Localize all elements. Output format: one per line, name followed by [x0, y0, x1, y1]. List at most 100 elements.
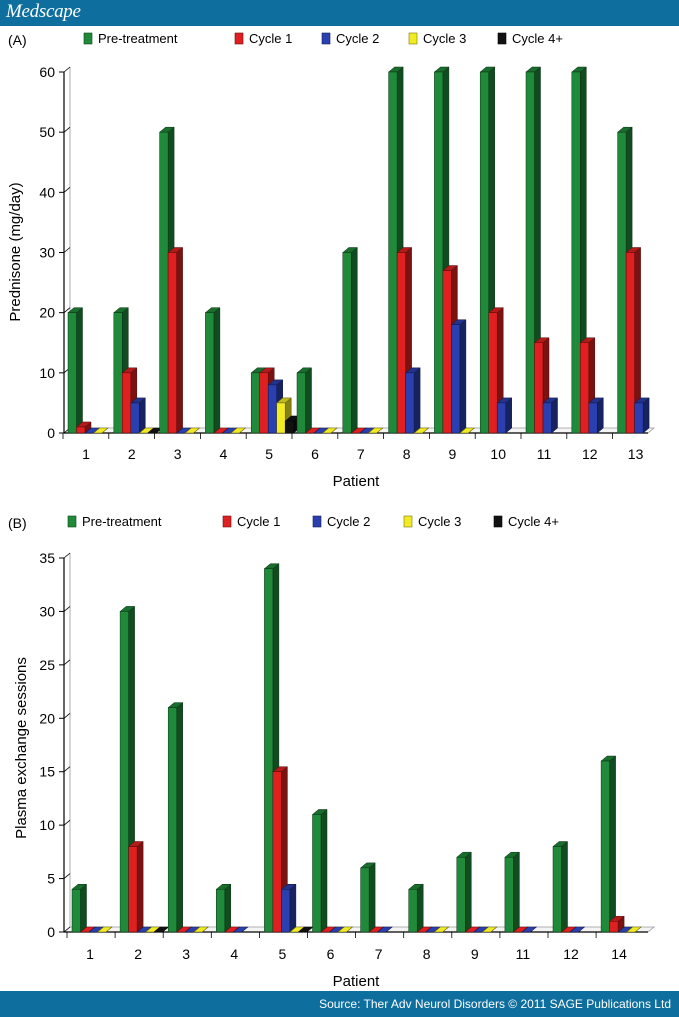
- x-tick-label: 12: [582, 446, 598, 462]
- bar: [600, 755, 617, 933]
- bar: [521, 926, 538, 933]
- x-tick-label: 9: [471, 946, 479, 962]
- legend-swatch: [312, 515, 322, 528]
- bar-zero: [376, 926, 393, 933]
- bar-front: [600, 760, 610, 933]
- x-tick-label: 11: [537, 446, 552, 462]
- legend-swatch: [493, 515, 503, 528]
- legend-label: Cycle 2: [327, 514, 370, 529]
- bar-side: [551, 397, 558, 434]
- footer-bar: Source: Ther Adv Neurol Disorders © 2011…: [0, 991, 679, 1017]
- bar-front: [250, 372, 260, 434]
- bar: [552, 840, 569, 933]
- bar: [184, 427, 201, 434]
- x-tick-label: 2: [128, 446, 136, 462]
- x-tick-label: 9: [449, 446, 457, 462]
- bar: [215, 883, 232, 933]
- bar-zero: [521, 926, 538, 933]
- y-tick-depth: [63, 66, 71, 73]
- bar-front: [159, 131, 169, 434]
- bar-front: [76, 426, 86, 434]
- bar: [167, 246, 184, 434]
- bar-front: [71, 889, 81, 933]
- bar-front: [434, 71, 444, 434]
- bar-side: [597, 397, 604, 434]
- bar: [230, 427, 247, 434]
- bar-zero: [192, 926, 210, 933]
- bar: [433, 926, 450, 933]
- y-tick-label: 60: [39, 64, 55, 80]
- bar-side: [76, 307, 83, 434]
- bar: [337, 926, 354, 933]
- legend-label: Pre-treatment: [98, 31, 178, 46]
- y-axis-label: Prednisone (mg/day): [7, 182, 24, 321]
- bar: [232, 926, 249, 933]
- bar: [376, 926, 393, 933]
- bar-side: [139, 397, 146, 434]
- x-tick-label: 7: [375, 946, 383, 962]
- y-tick-label: 20: [39, 305, 55, 321]
- bar-side: [416, 883, 424, 933]
- x-tick-label: 2: [134, 946, 142, 962]
- bar-front: [167, 707, 177, 933]
- bar-zero: [367, 427, 384, 434]
- y-axis: 0 10 20 30 40 50 60: [39, 64, 71, 441]
- bar-front: [259, 372, 269, 434]
- bar-front: [264, 568, 274, 933]
- bar-front: [122, 372, 132, 434]
- bar: [67, 307, 84, 434]
- chart-b: (B) Pre-treatment Cycle 1 Cycle 2 Cycle 3 Cyc…: [8, 514, 656, 990]
- medscape-logo: Medscape: [6, 1, 81, 22]
- bar-front: [405, 372, 415, 434]
- bar: [408, 883, 424, 933]
- x-tick-label: 4: [220, 446, 228, 462]
- bar-front: [119, 611, 129, 933]
- bar: [127, 840, 144, 933]
- bar-side: [213, 307, 221, 434]
- header-bar: Medscape: [0, 0, 679, 26]
- y-tick-label: 10: [39, 817, 55, 833]
- bar-side: [465, 851, 472, 933]
- y-tick-label: 10: [39, 365, 55, 381]
- bar: [481, 926, 498, 933]
- bar: [71, 883, 88, 933]
- x-tick-label: 1: [86, 946, 94, 962]
- legend-label: Cycle 4+: [508, 514, 559, 529]
- x-tick-label: 14: [611, 946, 627, 962]
- legend-swatch: [234, 32, 244, 45]
- bar-side: [368, 862, 376, 933]
- bar: [204, 307, 221, 434]
- bar: [456, 851, 472, 933]
- x-tick-label: 1: [82, 446, 90, 462]
- bar-zero: [321, 427, 338, 434]
- panel-label: (A): [8, 32, 27, 48]
- bar: [321, 427, 338, 434]
- bar-front: [396, 252, 406, 434]
- bar-front: [609, 921, 619, 933]
- legend-label: Cycle 4+: [512, 31, 563, 46]
- y-tick-depth: [63, 187, 71, 193]
- y-tick-label: 0: [47, 924, 55, 940]
- bar-side: [513, 851, 520, 933]
- x-tick-label: 7: [357, 446, 365, 462]
- legend-swatch: [321, 32, 331, 45]
- x-axis-label: Patient: [333, 473, 381, 490]
- legend-swatch: [83, 32, 93, 45]
- legend-label: Cycle 1: [237, 514, 280, 529]
- bar-front: [571, 71, 581, 434]
- y-tick-label: 20: [39, 710, 55, 726]
- bar-zero: [433, 926, 450, 933]
- bar-side: [80, 883, 87, 933]
- bar-front: [408, 889, 418, 933]
- bar-front: [634, 402, 644, 434]
- bar-front: [534, 342, 544, 434]
- bar-front: [281, 889, 291, 933]
- bar: [459, 427, 476, 434]
- bar-zero: [96, 926, 113, 933]
- bar-side: [289, 883, 297, 933]
- bar-front: [216, 889, 226, 933]
- bar: [625, 246, 642, 434]
- legend: Pre-treatment Cycle 1 Cycle 2 Cycle 3 Cycle …: [83, 31, 563, 46]
- y-axis: 0 5 10 15 20 25 30 35: [39, 550, 71, 940]
- bar-front: [588, 402, 598, 434]
